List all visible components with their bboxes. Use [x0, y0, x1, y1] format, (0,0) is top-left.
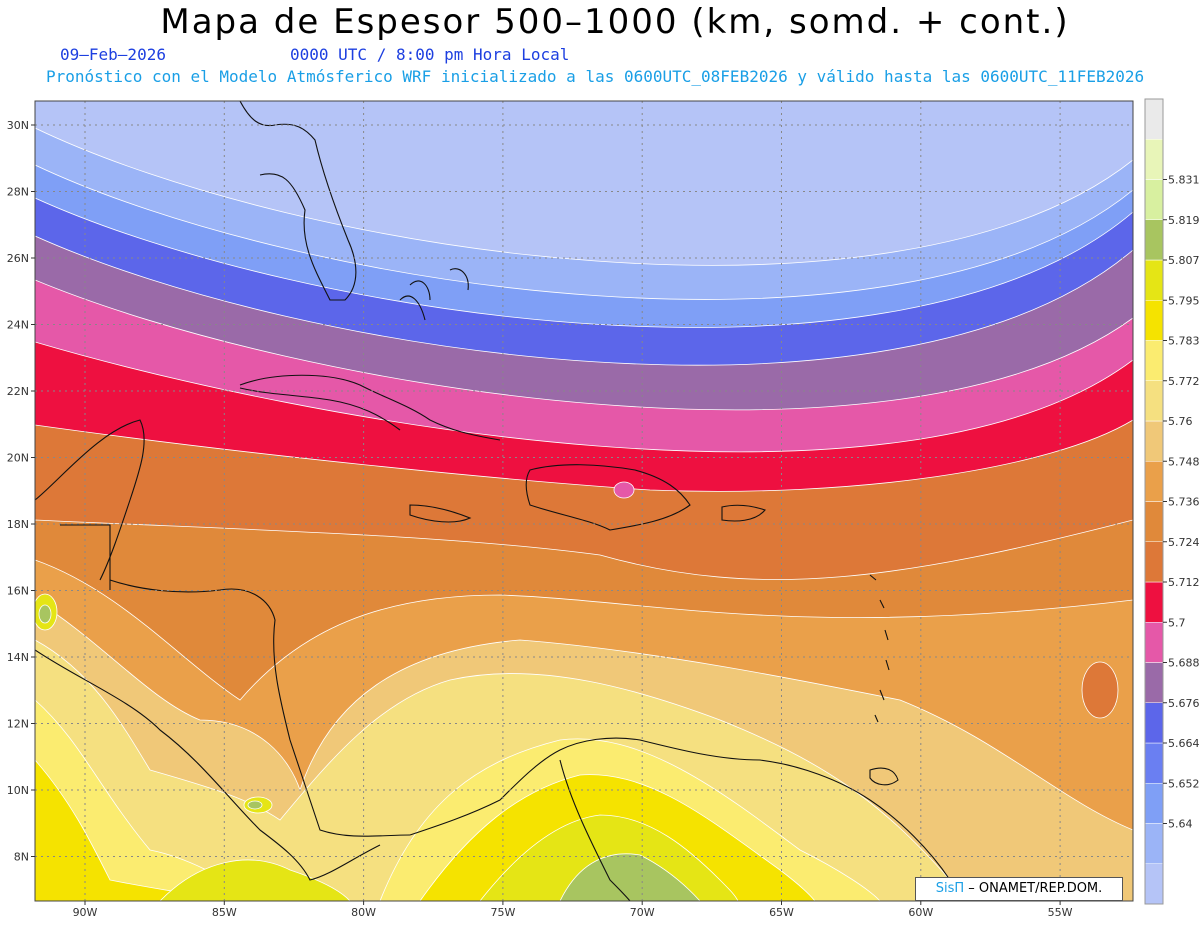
- map-title: Mapa de Espesor 500–1000 (km, somd. + co…: [160, 2, 1070, 42]
- colorbar-swatch: [1144, 98, 1164, 140]
- brand-logo: SisΠ: [935, 881, 965, 896]
- colorbar-label: 5.819: [1168, 214, 1200, 227]
- colorbar-label: 5.64: [1168, 818, 1193, 831]
- lon-label: 60W: [908, 906, 933, 919]
- colorbar-swatch: [1144, 259, 1164, 301]
- colorbar-label: 5.676: [1168, 697, 1200, 710]
- lat-label: 30N: [7, 119, 29, 132]
- colorbar-swatch: [1144, 219, 1164, 261]
- lat-label: 16N: [7, 585, 29, 598]
- colorbar-label: 5.712: [1168, 576, 1200, 589]
- colorbar-swatch: [1144, 139, 1164, 180]
- lat-label: 18N: [7, 518, 29, 531]
- latitude-labels: 30N 28N 26N 24N 22N 20N 18N 16N 14N 12N 10N 8N: [7, 119, 35, 864]
- lon-label: 90W: [73, 906, 98, 919]
- coastlines: [35, 101, 951, 901]
- colorbar-label: 5.688: [1168, 657, 1200, 670]
- lat-label: 20N: [7, 452, 29, 465]
- lat-label: 24N: [7, 319, 29, 332]
- colorbar-label: 5.664: [1168, 737, 1200, 750]
- thickness-contours: [35, 101, 1133, 901]
- colorbar-swatch: [1144, 702, 1164, 744]
- longitude-labels: 90W 85W 80W 75W 70W 65W 60W 55W: [73, 901, 1073, 919]
- lat-label: 14N: [7, 651, 29, 664]
- forecast-date: 09–Feb–2026: [60, 45, 166, 64]
- colorbar-label: 5.772: [1168, 375, 1200, 388]
- colorbar-swatch: [1144, 863, 1164, 905]
- colorbar-label: 5.807: [1168, 254, 1200, 267]
- colorbar-swatch: [1144, 662, 1164, 703]
- colorbar-label: 5.783: [1168, 335, 1200, 348]
- colorbar-label: 5.795: [1168, 294, 1200, 307]
- colorbar-swatch: [1144, 541, 1164, 583]
- credit-box: SisΠ – ONAMET/REP.DOM.: [915, 877, 1123, 901]
- lon-label: 55W: [1048, 906, 1073, 919]
- lon-label: 80W: [351, 906, 376, 919]
- colorbar-label: 5.652: [1168, 777, 1200, 790]
- lat-label: 10N: [7, 784, 29, 797]
- lat-label: 8N: [14, 851, 29, 864]
- colorbar-swatch: [1144, 461, 1164, 502]
- lat-label: 22N: [7, 385, 29, 398]
- lon-label: 85W: [212, 906, 237, 919]
- lat-label: 28N: [7, 186, 29, 199]
- lat-label: 26N: [7, 252, 29, 265]
- colorbar-swatch: [1144, 380, 1164, 422]
- map-frame: [34, 100, 1134, 902]
- forecast-time: 0000 UTC / 8:00 pm Hora Local: [290, 45, 570, 64]
- credit-text: – ONAMET/REP.DOM.: [968, 881, 1103, 896]
- colorbar-swatch: [1144, 300, 1164, 341]
- colorbar-swatch: [1144, 823, 1164, 864]
- colorbar: 5.64 5.652 5.664 5.676 5.688 5.7 5.712 5.724 5.7…: [1144, 98, 1200, 905]
- colorbar-swatch: [1144, 179, 1164, 220]
- colorbar-label: 5.748: [1168, 455, 1200, 468]
- colorbar-swatch: [1144, 622, 1164, 663]
- colorbar-label: 5.724: [1168, 536, 1200, 549]
- colorbar-swatch: [1144, 581, 1164, 623]
- lon-label: 70W: [630, 906, 655, 919]
- colorbar-swatch: [1144, 501, 1164, 542]
- colorbar-swatch: [1144, 340, 1164, 381]
- colorbar-label: 5.76: [1168, 415, 1193, 428]
- lat-label: 12N: [7, 718, 29, 731]
- lon-label: 75W: [490, 906, 515, 919]
- forecast-description: Pronóstico con el Modelo Atmósferico WRF…: [46, 67, 1145, 86]
- lon-label: 65W: [769, 906, 794, 919]
- colorbar-swatch: [1144, 742, 1164, 784]
- colorbar-swatch: [1144, 783, 1164, 824]
- colorbar-label: 5.736: [1168, 496, 1200, 509]
- colorbar-label: 5.7: [1168, 616, 1186, 629]
- colorbar-swatch: [1144, 420, 1164, 462]
- lat-lon-grid: [35, 101, 1133, 901]
- colorbar-label: 5.831: [1168, 174, 1200, 187]
